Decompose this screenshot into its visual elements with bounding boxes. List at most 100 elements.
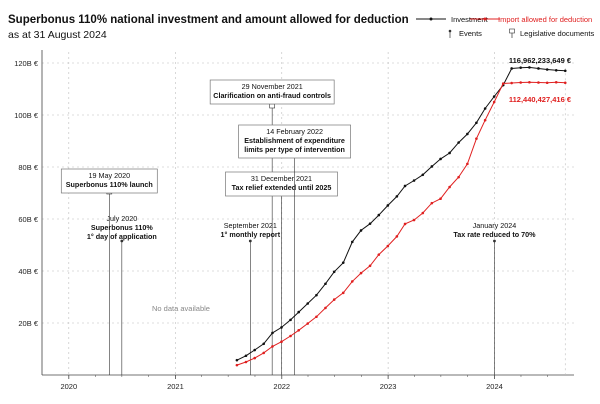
legend-investment-dot bbox=[429, 17, 433, 21]
y-tick-label: 40B € bbox=[18, 267, 38, 276]
data-point bbox=[448, 185, 451, 189]
data-point bbox=[306, 302, 310, 305]
event-label-line: Clarification on anti-fraud controls bbox=[213, 91, 331, 100]
series-line bbox=[236, 66, 566, 361]
event-label-line: limits per type of intervention bbox=[244, 145, 345, 154]
data-point bbox=[439, 157, 442, 161]
data-point bbox=[359, 229, 363, 232]
deduction-end-label: 112,440,427,416 € bbox=[509, 95, 572, 104]
legend-deduction-dot bbox=[483, 17, 487, 21]
event-label-box bbox=[209, 79, 335, 105]
data-point bbox=[537, 67, 540, 70]
event-label-line: Tax relief extended until 2025 bbox=[232, 183, 332, 192]
data-point bbox=[457, 141, 460, 144]
event-label-line: July 2020 bbox=[106, 214, 137, 223]
data-point bbox=[386, 204, 390, 207]
x-tick-label: 2023 bbox=[380, 382, 397, 391]
data-point bbox=[403, 222, 407, 226]
data-point bbox=[368, 264, 372, 268]
no-data-label: No data available bbox=[152, 304, 210, 313]
data-point bbox=[412, 179, 416, 182]
data-point bbox=[492, 95, 496, 98]
data-point bbox=[253, 356, 256, 360]
event-label-box bbox=[60, 168, 158, 194]
data-point bbox=[554, 80, 558, 84]
data-point bbox=[235, 363, 239, 367]
event-label-line: January 2024 bbox=[473, 221, 517, 230]
data-point bbox=[377, 253, 381, 256]
data-point bbox=[457, 175, 460, 179]
x-tick-label: 2020 bbox=[60, 382, 77, 391]
data-point bbox=[332, 298, 336, 301]
data-point bbox=[563, 69, 567, 73]
document-marker bbox=[269, 103, 275, 109]
event-marker bbox=[248, 239, 252, 243]
legend-events-label: Events bbox=[459, 29, 482, 38]
data-point bbox=[262, 342, 266, 346]
data-point bbox=[297, 310, 300, 314]
legend-documents-box bbox=[509, 28, 515, 34]
x-tick-label: 2022 bbox=[273, 382, 290, 391]
event-label-line: 31 December 2021 bbox=[251, 174, 312, 183]
data-point bbox=[359, 271, 363, 275]
data-point bbox=[235, 358, 239, 362]
event-label-line: Establishment of expenditure bbox=[244, 136, 345, 145]
data-point bbox=[244, 360, 248, 364]
x-tick-label: 2024 bbox=[486, 382, 503, 391]
data-point bbox=[448, 151, 451, 155]
event-label-line: 19 May 2020 bbox=[89, 171, 131, 180]
data-point bbox=[483, 107, 487, 110]
data-point bbox=[280, 326, 283, 329]
data-point bbox=[341, 261, 345, 264]
data-point bbox=[528, 80, 531, 84]
data-point bbox=[519, 66, 522, 69]
y-tick-label: 60B € bbox=[18, 215, 38, 224]
chart-title: Superbonus 110% national investment and … bbox=[8, 14, 409, 26]
event-marker bbox=[493, 239, 496, 243]
data-point bbox=[315, 293, 318, 297]
event-label-line: Superbonus 110% bbox=[91, 223, 154, 232]
data-point bbox=[430, 201, 434, 205]
data-point bbox=[271, 331, 274, 335]
data-point bbox=[386, 244, 390, 248]
data-point bbox=[271, 345, 274, 348]
y-tick-label: 20B € bbox=[18, 319, 38, 328]
y-tick-label: 80B € bbox=[18, 163, 38, 172]
data-point bbox=[280, 340, 283, 344]
event-label-line: 1° day of application bbox=[87, 232, 157, 241]
data-point bbox=[289, 334, 292, 338]
event-label-box bbox=[238, 124, 351, 159]
data-point bbox=[475, 121, 478, 125]
event-label-line: Tax rate reduced to 70% bbox=[453, 230, 536, 239]
data-point bbox=[262, 351, 266, 355]
data-point bbox=[350, 280, 354, 283]
data-point bbox=[289, 318, 292, 322]
legend-deduction-label: Import allowed for deduction bbox=[498, 15, 592, 24]
event-label-line: September 2021 bbox=[224, 221, 277, 230]
x-tick-label: 2021 bbox=[167, 382, 184, 391]
investment-end-label: 116,962,233,649 € bbox=[509, 56, 572, 65]
data-point bbox=[412, 218, 416, 222]
data-point bbox=[324, 306, 327, 310]
data-point bbox=[253, 348, 256, 352]
data-point bbox=[341, 291, 345, 295]
data-point bbox=[368, 222, 372, 225]
data-point bbox=[554, 68, 558, 72]
chart-subtitle: as at 31 August 2024 bbox=[8, 29, 107, 41]
data-point bbox=[421, 211, 425, 215]
data-point bbox=[545, 68, 549, 71]
event-label-line: Superbonus 110% launch bbox=[66, 180, 153, 189]
data-point bbox=[466, 132, 469, 136]
data-point bbox=[377, 213, 381, 217]
data-point bbox=[510, 67, 513, 70]
event-label-line: 1° monthly report bbox=[221, 230, 281, 239]
data-point bbox=[350, 240, 354, 244]
data-point bbox=[483, 118, 487, 122]
data-point bbox=[395, 235, 399, 238]
data-point bbox=[395, 195, 399, 198]
data-point bbox=[537, 81, 540, 84]
data-point bbox=[430, 165, 434, 168]
data-point bbox=[244, 354, 248, 358]
event-marker bbox=[120, 239, 124, 243]
